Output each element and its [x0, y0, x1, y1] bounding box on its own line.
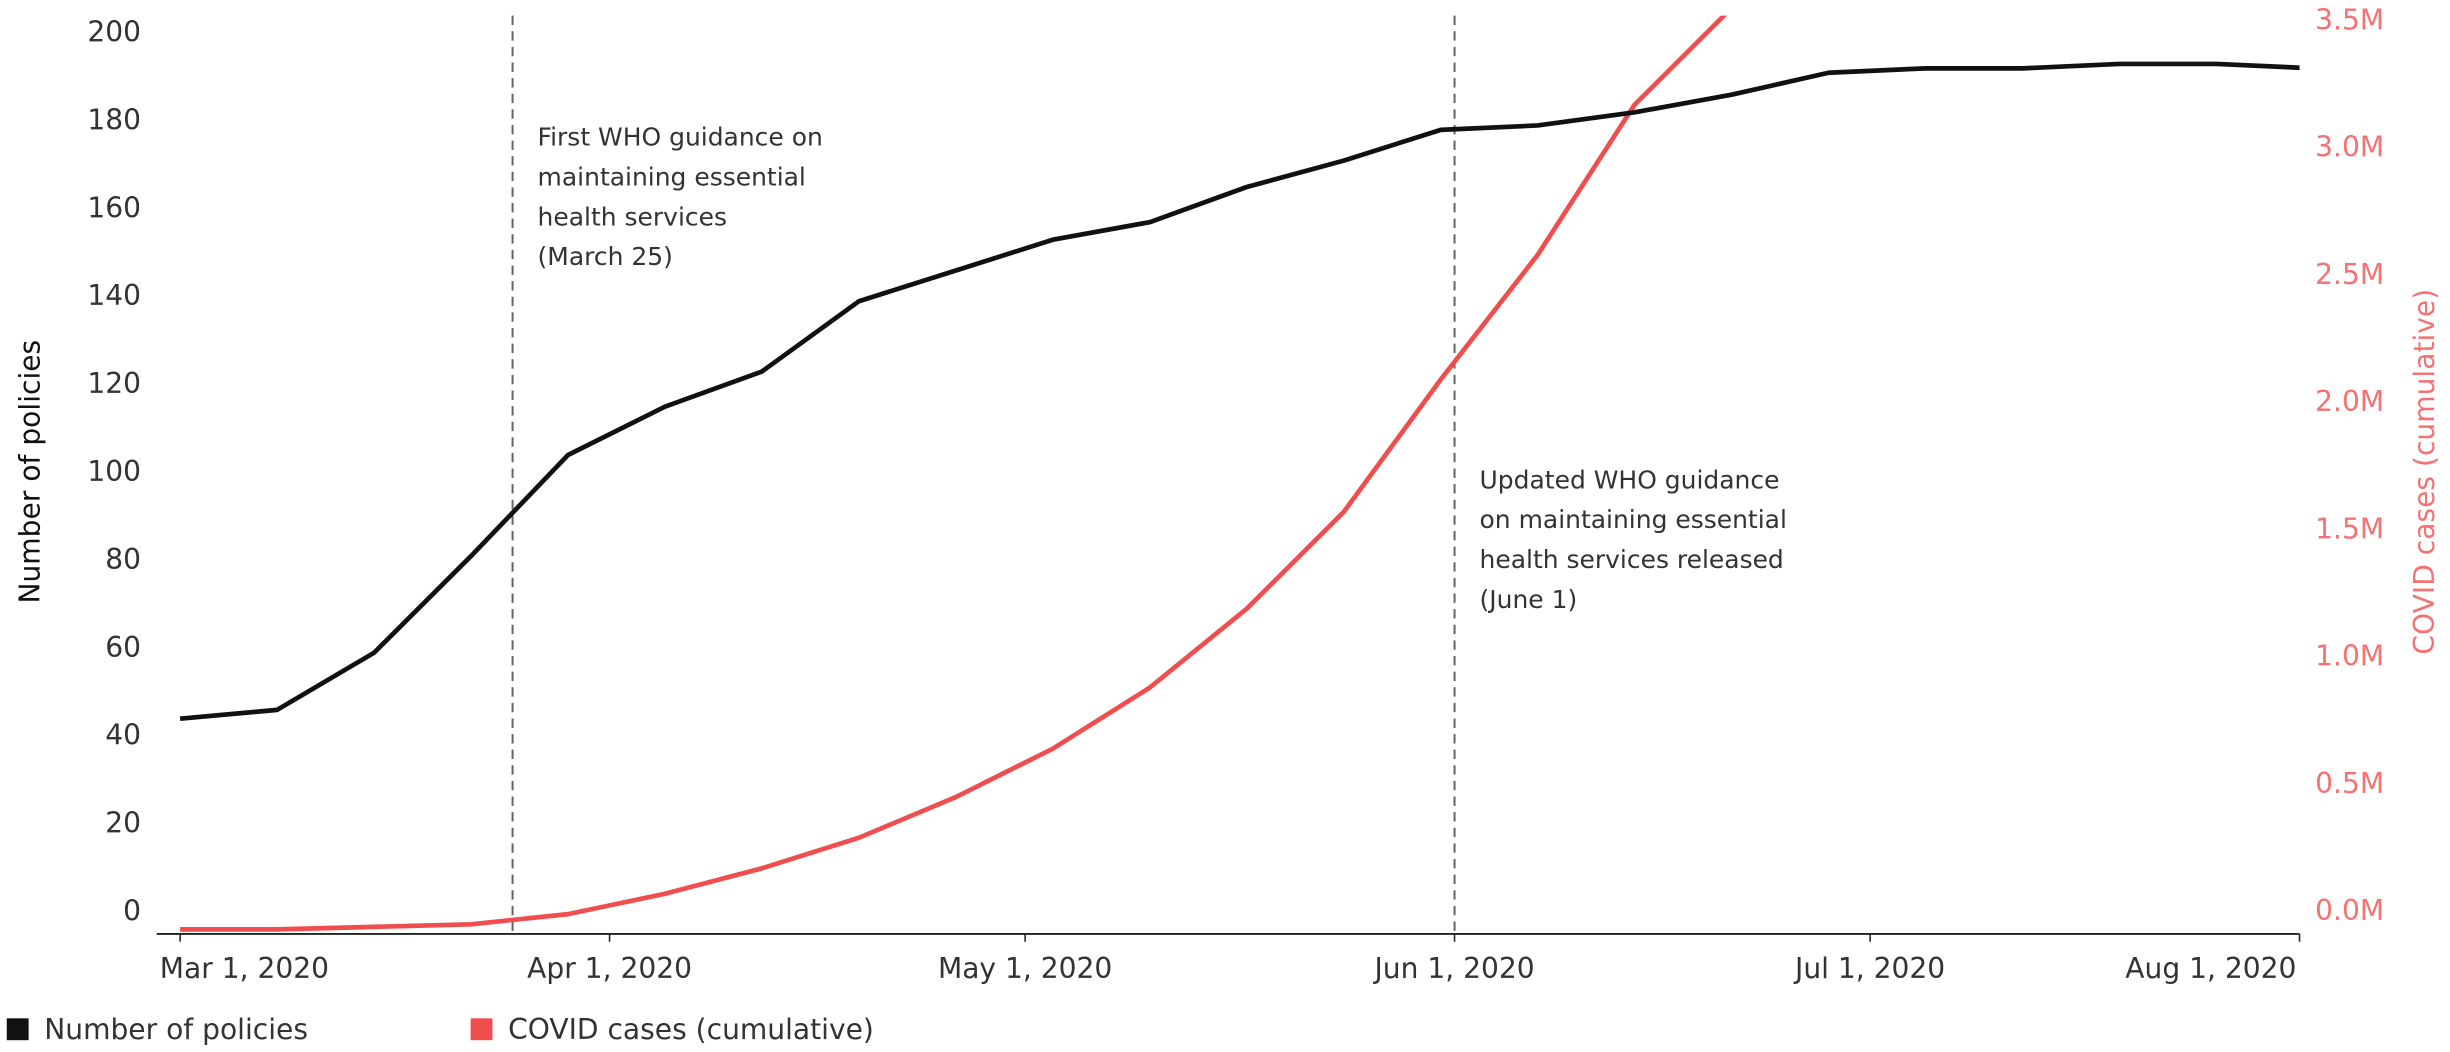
annotation-text: First WHO guidance on [538, 123, 823, 152]
y-tick-label: 120 [87, 367, 141, 400]
x-tick-label: May 1, 2020 [938, 952, 1112, 985]
y2-axis-title: COVID cases (cumulative) [2408, 289, 2441, 655]
x-tick-label: Aug 1, 2020 [2125, 952, 2296, 985]
annotation-text: (March 25) [538, 242, 673, 271]
y2-tick-label: 0.0M [2315, 894, 2384, 927]
y-tick-label: 60 [105, 631, 141, 664]
legend-swatch [6, 1018, 29, 1041]
y-tick-label: 80 [105, 543, 141, 576]
plot-area [179, 15, 2300, 932]
y-tick-label: 140 [87, 279, 141, 312]
series-line [180, 15, 1728, 932]
x-tick-label: Jul 1, 2020 [1793, 952, 1945, 985]
legend-swatch [470, 1018, 493, 1041]
y2-tick-label: 1.0M [2315, 640, 2384, 673]
y-tick-label: 40 [105, 719, 141, 752]
y2-tick-label: 0.5M [2315, 767, 2384, 800]
annotation-text: on maintaining essential [1480, 505, 1787, 534]
y-tick-label: 20 [105, 807, 141, 840]
annotation-text: health services [538, 202, 727, 231]
y2-tick-label: 3.0M [2315, 131, 2384, 164]
annotation-text: maintaining essential [538, 162, 806, 191]
y-axis-title: Number of policies [14, 340, 47, 604]
legend-label: COVID cases (cumulative) [508, 1013, 874, 1046]
y-tick-label: 180 [87, 103, 141, 136]
y-tick-label: 200 [87, 16, 141, 49]
annotation-text: health services released [1480, 545, 1784, 574]
annotation-text: (June 1) [1480, 585, 1578, 614]
y-tick-label: 0 [123, 894, 141, 927]
y2-tick-label: 2.5M [2315, 258, 2384, 291]
x-tick-label: Apr 1, 2020 [527, 952, 692, 985]
annotation-text: Updated WHO guidance [1480, 465, 1780, 494]
x-tick-label: Mar 1, 2020 [160, 952, 329, 985]
x-tick-label: Jun 1, 2020 [1372, 952, 1534, 985]
series-line [179, 61, 2300, 722]
y-tick-label: 100 [87, 455, 141, 488]
y2-tick-label: 1.5M [2315, 512, 2384, 545]
legend-label: Number of policies [44, 1013, 308, 1046]
y2-tick-label: 3.5M [2315, 3, 2384, 36]
y2-tick-label: 2.0M [2315, 385, 2384, 418]
y-tick-label: 160 [87, 191, 141, 224]
